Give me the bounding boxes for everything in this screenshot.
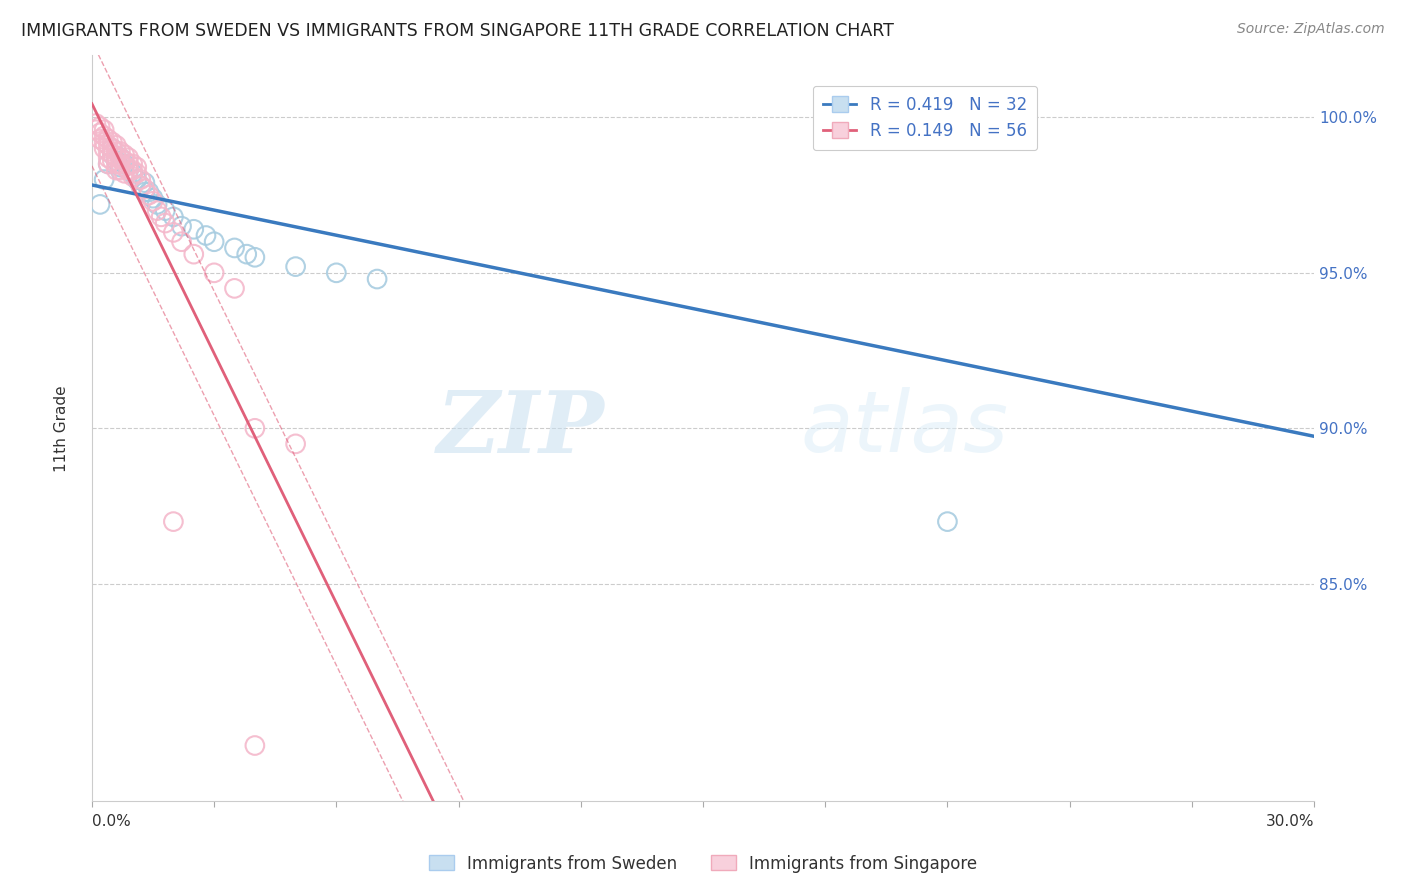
- Point: [125, 172, 148, 186]
- Point: [155, 203, 177, 218]
- Text: atlas: atlas: [801, 387, 1008, 470]
- Point: [110, 160, 132, 174]
- Point: [146, 203, 169, 218]
- Point: [134, 176, 156, 190]
- Point: [101, 135, 124, 149]
- Point: [224, 281, 246, 295]
- Point: [97, 145, 120, 159]
- Point: [101, 147, 124, 161]
- Point: [101, 141, 124, 155]
- Point: [138, 185, 160, 199]
- Text: ZIP: ZIP: [437, 386, 605, 470]
- Point: [117, 163, 139, 178]
- Point: [170, 219, 193, 234]
- Point: [129, 178, 152, 193]
- Legend: R = 0.419   N = 32, R = 0.149   N = 56: R = 0.419 N = 32, R = 0.149 N = 56: [813, 86, 1036, 150]
- Point: [121, 166, 143, 180]
- Point: [89, 197, 111, 211]
- Point: [224, 241, 246, 255]
- Point: [110, 157, 132, 171]
- Point: [183, 247, 205, 261]
- Point: [114, 160, 136, 174]
- Text: 11th Grade: 11th Grade: [53, 385, 69, 472]
- Point: [110, 145, 132, 159]
- Point: [243, 250, 266, 264]
- Point: [101, 147, 124, 161]
- Point: [110, 151, 132, 165]
- Point: [146, 197, 169, 211]
- Point: [936, 515, 959, 529]
- Point: [150, 210, 173, 224]
- Point: [93, 128, 115, 143]
- Point: [202, 235, 225, 249]
- Point: [105, 151, 128, 165]
- Point: [243, 739, 266, 753]
- Point: [105, 163, 128, 178]
- Point: [125, 166, 148, 180]
- Point: [105, 153, 128, 168]
- Point: [110, 163, 132, 178]
- Point: [114, 157, 136, 171]
- Point: [162, 515, 184, 529]
- Point: [97, 132, 120, 146]
- Point: [101, 153, 124, 168]
- Point: [134, 182, 156, 196]
- Point: [110, 151, 132, 165]
- Point: [105, 157, 128, 171]
- Point: [155, 216, 177, 230]
- Point: [89, 120, 111, 134]
- Point: [114, 153, 136, 168]
- Point: [84, 117, 107, 131]
- Point: [183, 222, 205, 236]
- Point: [97, 157, 120, 171]
- Text: Source: ZipAtlas.com: Source: ZipAtlas.com: [1237, 22, 1385, 37]
- Point: [142, 194, 165, 209]
- Point: [89, 132, 111, 146]
- Point: [170, 235, 193, 249]
- Point: [202, 266, 225, 280]
- Point: [114, 166, 136, 180]
- Point: [105, 145, 128, 159]
- Point: [284, 437, 307, 451]
- Point: [129, 172, 152, 186]
- Point: [114, 147, 136, 161]
- Point: [134, 185, 156, 199]
- Legend: Immigrants from Sweden, Immigrants from Singapore: Immigrants from Sweden, Immigrants from …: [422, 848, 984, 880]
- Point: [93, 122, 115, 136]
- Point: [896, 117, 918, 131]
- Point: [97, 138, 120, 153]
- Point: [162, 226, 184, 240]
- Point: [97, 157, 120, 171]
- Point: [93, 172, 115, 186]
- Point: [93, 141, 115, 155]
- Point: [195, 228, 218, 243]
- Point: [89, 126, 111, 140]
- Point: [235, 247, 257, 261]
- Point: [125, 160, 148, 174]
- Text: IMMIGRANTS FROM SWEDEN VS IMMIGRANTS FROM SINGAPORE 11TH GRADE CORRELATION CHART: IMMIGRANTS FROM SWEDEN VS IMMIGRANTS FRO…: [21, 22, 894, 40]
- Text: 0.0%: 0.0%: [91, 814, 131, 829]
- Point: [101, 141, 124, 155]
- Point: [84, 122, 107, 136]
- Point: [129, 178, 152, 193]
- Point: [138, 188, 160, 202]
- Point: [162, 210, 184, 224]
- Point: [325, 266, 347, 280]
- Point: [121, 157, 143, 171]
- Point: [117, 157, 139, 171]
- Point: [121, 169, 143, 184]
- Point: [117, 163, 139, 178]
- Point: [105, 138, 128, 153]
- Point: [366, 272, 388, 286]
- Point: [243, 421, 266, 435]
- Point: [142, 191, 165, 205]
- Text: 30.0%: 30.0%: [1265, 814, 1315, 829]
- Point: [117, 151, 139, 165]
- Point: [284, 260, 307, 274]
- Point: [93, 135, 115, 149]
- Point: [97, 151, 120, 165]
- Point: [121, 163, 143, 178]
